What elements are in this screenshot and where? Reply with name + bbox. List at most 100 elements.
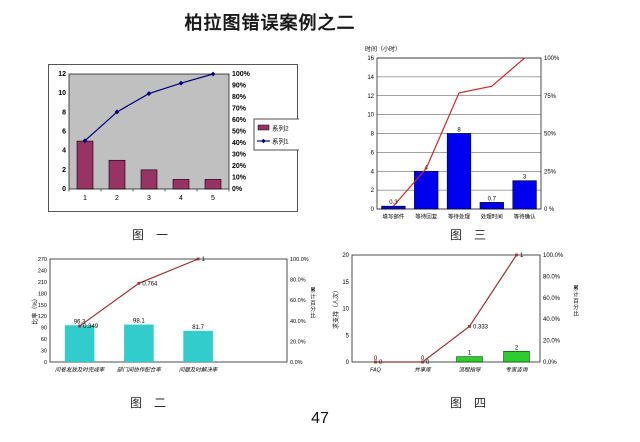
svg-text:20.0%: 20.0% [290,339,306,345]
svg-text:20: 20 [342,253,349,259]
svg-text:98.1: 98.1 [133,319,145,325]
svg-text:0.3: 0.3 [389,200,398,206]
svg-text:5: 5 [211,195,215,202]
svg-text:6: 6 [62,129,66,136]
svg-text:共享库: 共享库 [414,367,432,374]
svg-text:120: 120 [38,314,47,320]
svg-text:1: 1 [520,253,524,259]
svg-text:20.0%: 20.0% [543,339,561,345]
svg-text:8: 8 [371,132,375,138]
svg-text:40.0%: 40.0% [290,319,306,325]
svg-text:40.0%: 40.0% [543,317,561,323]
svg-text:分: 分 [310,305,316,313]
svg-text:0: 0 [346,360,350,366]
svg-text:60: 60 [41,337,47,343]
svg-text:60.0%: 60.0% [290,298,306,304]
svg-text:30: 30 [41,349,47,355]
svg-text:60%: 60% [232,117,247,124]
svg-text:百: 百 [573,298,579,305]
svg-text:系列1: 系列1 [272,137,289,146]
svg-text:0: 0 [379,360,383,366]
svg-text:0: 0 [421,356,425,362]
figure-1-caption: 图 一 [131,228,168,242]
svg-text:2: 2 [515,345,519,351]
svg-text:2: 2 [371,188,375,194]
svg-text:50%: 50% [544,132,557,138]
svg-text:6: 6 [371,150,375,156]
svg-text:80%: 80% [232,94,247,101]
svg-text:等待回复: 等待回复 [415,213,438,221]
pareto-chart-figure-4: 0 5 10 15 20 0.0% 20.0% 40.0% 60.0% 80.0% 100.0% FA… [328,248,588,384]
svg-text:0.7: 0.7 [488,196,497,202]
svg-text:问卷发放及时完成率: 问卷发放及时完成率 [55,367,106,374]
svg-text:50%: 50% [232,129,247,136]
svg-text:专家咨询: 专家咨询 [505,367,529,374]
svg-text:12: 12 [58,71,66,78]
svg-text:0: 0 [371,207,375,213]
svg-text:10: 10 [367,113,374,119]
svg-text:0 %: 0 % [544,207,555,213]
svg-text:16: 16 [367,56,374,62]
svg-text:10%: 10% [232,175,247,182]
svg-text:96.3: 96.3 [74,319,86,325]
svg-text:3: 3 [523,175,527,181]
svg-text:0.764: 0.764 [142,281,158,287]
svg-text:流程指导: 流程指导 [458,367,481,374]
svg-text:210: 210 [38,280,47,286]
svg-text:1: 1 [83,195,87,202]
figure-2-caption: 图 二 [129,396,166,410]
svg-text:部门间协作配合率: 部门间协作配合率 [117,367,163,374]
svg-text:0: 0 [44,360,47,366]
svg-text:5: 5 [346,333,350,339]
svg-text:计: 计 [573,290,579,298]
svg-text:150: 150 [38,303,47,309]
svg-text:等待确认: 等待确认 [514,213,537,221]
svg-text:等待处理: 等待处理 [448,213,471,221]
svg-text:90: 90 [41,326,47,332]
svg-text:30%: 30% [232,152,247,159]
svg-text:比: 比 [573,310,579,318]
svg-text:0: 0 [426,360,430,366]
svg-text:填写邮件: 填写邮件 [382,213,405,221]
svg-text:25%: 25% [544,169,557,175]
svg-text:8: 8 [457,128,461,134]
figure-4-caption: 图 四 [449,396,486,410]
page-number: 47 [311,410,329,427]
svg-text:240: 240 [38,268,47,274]
svg-text:12: 12 [367,94,374,100]
svg-text:0.0%: 0.0% [290,360,303,366]
svg-text:20%: 20% [232,163,247,170]
svg-text:75%: 75% [544,94,557,100]
svg-text:90%: 90% [232,83,247,90]
svg-text:系列2: 系列2 [272,124,289,133]
svg-text:计: 计 [310,292,316,300]
svg-text:3: 3 [147,195,151,202]
svg-text:时间（小时）: 时间（小时） [365,45,401,53]
svg-text:10: 10 [342,307,349,313]
pareto-chart-figure-1: 0 2 4 6 8 10 12 0% 10% 20% 30% 40% 50% 60% 70% 80% 90% 10… [48,64,299,212]
svg-text:80.0%: 80.0% [290,278,306,284]
svg-text:百: 百 [310,300,316,307]
svg-text:2: 2 [62,167,66,174]
svg-text:分: 分 [573,303,579,311]
svg-text:FAQ: FAQ [370,368,382,374]
svg-text:70%: 70% [232,106,247,113]
svg-text:10: 10 [58,90,66,97]
svg-text:2: 2 [115,195,119,202]
svg-text:0.0%: 0.0% [543,360,557,366]
svg-text:100%: 100% [544,56,560,62]
svg-text:0: 0 [374,356,378,362]
svg-text:问题及时解决率: 问题及时解决率 [179,367,219,374]
svg-text:累: 累 [310,287,316,294]
svg-text:100.0%: 100.0% [290,257,309,263]
svg-text:40%: 40% [232,140,247,147]
svg-text:60.0%: 60.0% [543,296,561,302]
svg-text:求支持（人次）: 求支持（人次） [332,287,340,329]
svg-text:180: 180 [38,291,47,297]
page-title: 柏拉图错误案例之二 [184,13,356,33]
svg-text:80.0%: 80.0% [543,274,561,280]
svg-text:8: 8 [62,109,66,116]
svg-text:处理时间: 处理时间 [481,213,503,221]
svg-text:0: 0 [62,186,66,193]
